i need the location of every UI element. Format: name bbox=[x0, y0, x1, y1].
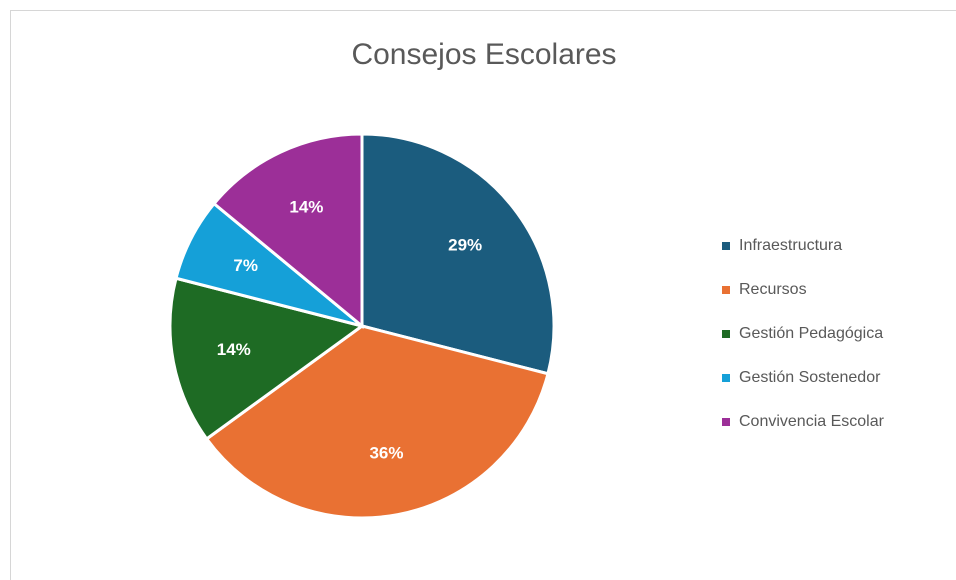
data-label-3: 7% bbox=[233, 256, 258, 275]
data-label-4: 14% bbox=[289, 197, 323, 216]
pie-slice-2 bbox=[168, 276, 366, 441]
legend-label: Convivencia Escolar bbox=[739, 413, 884, 430]
legend-item-4: Convivencia Escolar bbox=[722, 400, 884, 444]
legend-swatch bbox=[722, 374, 730, 382]
legend-swatch bbox=[722, 286, 730, 294]
pie-slice-4 bbox=[211, 132, 364, 330]
chart-title: Consejos Escolares bbox=[351, 38, 617, 71]
legend-swatch bbox=[722, 330, 730, 338]
legend-item-2: Gestión Pedagógica bbox=[722, 312, 884, 356]
legend-swatch bbox=[722, 418, 730, 426]
legend-item-1: Recursos bbox=[722, 268, 884, 312]
data-label-0: 29% bbox=[448, 235, 482, 254]
legend-item-3: Gestión Sostenedor bbox=[722, 356, 884, 400]
legend-swatch bbox=[722, 242, 730, 250]
legend-label: Recursos bbox=[739, 281, 807, 298]
pie-slice-0 bbox=[360, 132, 556, 376]
data-label-2: 14% bbox=[217, 340, 251, 359]
legend-item-0: Infraestructura bbox=[722, 224, 884, 268]
pie-slice-1 bbox=[204, 324, 550, 520]
legend-label: Gestión Sostenedor bbox=[739, 369, 881, 386]
legend: Infraestructura Recursos Gestión Pedagógic… bbox=[722, 224, 884, 444]
data-label-1: 36% bbox=[369, 444, 403, 463]
legend-label: Gestión Pedagógica bbox=[739, 325, 884, 342]
legend-label: Infraestructura bbox=[739, 237, 843, 254]
